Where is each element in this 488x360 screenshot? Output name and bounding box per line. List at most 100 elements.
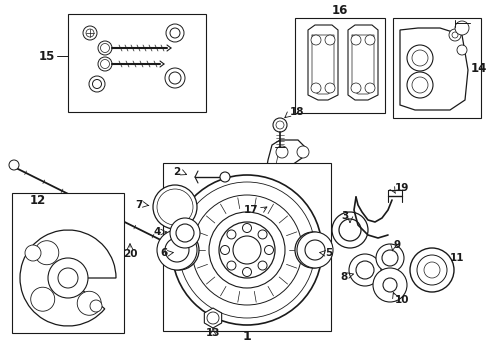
Circle shape — [258, 230, 266, 239]
Text: 16: 16 — [331, 4, 347, 17]
Circle shape — [208, 212, 285, 288]
Circle shape — [305, 240, 325, 260]
Text: 6: 6 — [161, 248, 168, 258]
Bar — [12, 193, 124, 333]
Circle shape — [226, 261, 236, 270]
Circle shape — [98, 41, 112, 55]
Text: 12: 12 — [30, 194, 46, 207]
Circle shape — [381, 250, 397, 266]
Circle shape — [172, 243, 185, 257]
Circle shape — [219, 222, 274, 278]
Bar — [68, 14, 205, 112]
Circle shape — [101, 59, 109, 68]
Circle shape — [98, 57, 112, 71]
Circle shape — [456, 45, 466, 55]
Text: 2: 2 — [172, 167, 180, 177]
Text: 13: 13 — [205, 328, 220, 338]
Circle shape — [232, 236, 261, 264]
Circle shape — [310, 83, 320, 93]
Circle shape — [153, 185, 197, 229]
Bar — [294, 18, 384, 113]
Bar — [392, 18, 480, 118]
Polygon shape — [347, 25, 377, 100]
Circle shape — [451, 32, 457, 38]
Circle shape — [348, 254, 380, 286]
Circle shape — [364, 83, 374, 93]
Text: 19: 19 — [394, 183, 408, 193]
Circle shape — [48, 258, 88, 298]
Text: 15: 15 — [39, 50, 55, 63]
Circle shape — [302, 239, 324, 261]
Circle shape — [310, 35, 320, 45]
Circle shape — [35, 241, 59, 265]
Circle shape — [295, 203, 309, 217]
Circle shape — [307, 244, 318, 256]
Circle shape — [86, 29, 94, 37]
Circle shape — [101, 44, 109, 53]
Text: 10: 10 — [394, 295, 408, 305]
Circle shape — [83, 26, 97, 40]
Circle shape — [220, 246, 229, 255]
Circle shape — [206, 312, 219, 324]
Circle shape — [161, 193, 189, 221]
Circle shape — [157, 189, 193, 225]
Text: 11: 11 — [449, 253, 464, 263]
Circle shape — [165, 237, 192, 263]
Circle shape — [275, 146, 287, 158]
Circle shape — [338, 219, 360, 241]
Bar — [163, 163, 330, 331]
Circle shape — [275, 121, 284, 129]
Circle shape — [264, 246, 273, 255]
Circle shape — [364, 35, 374, 45]
Circle shape — [192, 195, 302, 305]
Circle shape — [296, 232, 332, 268]
Text: 17: 17 — [243, 205, 258, 215]
Circle shape — [325, 83, 334, 93]
Circle shape — [31, 287, 55, 311]
Circle shape — [170, 28, 180, 38]
Text: 14: 14 — [469, 62, 486, 75]
Circle shape — [172, 175, 321, 325]
Text: 20: 20 — [122, 249, 137, 259]
Circle shape — [77, 291, 101, 315]
Circle shape — [331, 212, 367, 248]
Circle shape — [375, 244, 403, 272]
Circle shape — [275, 203, 289, 217]
Circle shape — [89, 76, 105, 92]
Circle shape — [220, 172, 229, 182]
Text: 3: 3 — [341, 211, 348, 221]
Text: 8: 8 — [340, 272, 347, 282]
Polygon shape — [264, 140, 311, 222]
Circle shape — [382, 278, 396, 292]
Circle shape — [294, 232, 330, 268]
Circle shape — [157, 230, 197, 270]
Circle shape — [355, 261, 373, 279]
Circle shape — [416, 255, 446, 285]
Circle shape — [179, 182, 314, 318]
Circle shape — [58, 268, 78, 288]
Polygon shape — [399, 28, 467, 110]
Circle shape — [170, 218, 200, 248]
Circle shape — [406, 72, 432, 98]
Circle shape — [164, 238, 189, 262]
Circle shape — [226, 230, 236, 239]
Circle shape — [272, 118, 286, 132]
Polygon shape — [307, 25, 337, 100]
Circle shape — [242, 267, 251, 276]
Circle shape — [196, 257, 205, 267]
Circle shape — [176, 224, 194, 242]
Circle shape — [164, 68, 184, 88]
Wedge shape — [20, 230, 116, 326]
Circle shape — [165, 24, 183, 42]
Circle shape — [92, 80, 102, 89]
Circle shape — [454, 21, 468, 35]
Circle shape — [169, 72, 181, 84]
Circle shape — [406, 45, 432, 71]
Circle shape — [325, 35, 334, 45]
Text: 7: 7 — [135, 200, 142, 210]
Text: 4: 4 — [153, 227, 161, 237]
Circle shape — [90, 300, 102, 312]
Circle shape — [296, 146, 308, 158]
Text: 9: 9 — [392, 240, 399, 250]
Circle shape — [258, 261, 266, 270]
